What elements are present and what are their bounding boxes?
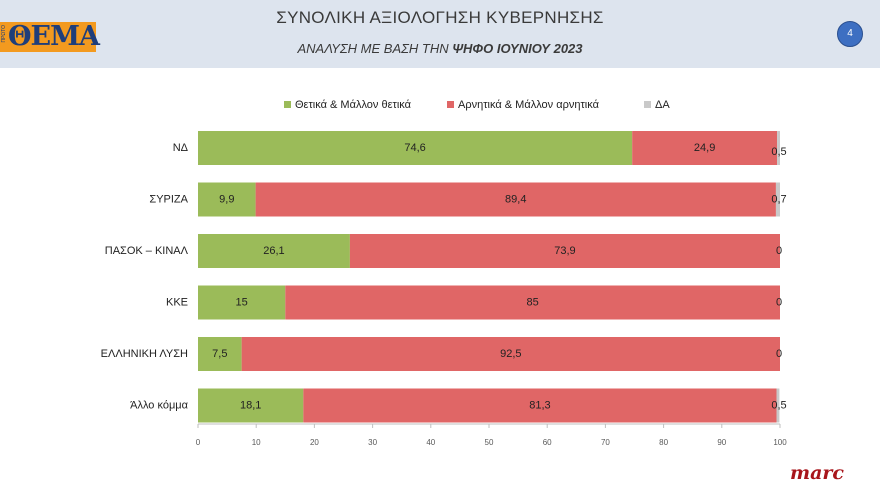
data-label: 0,5 bbox=[771, 399, 786, 411]
data-label: 74,6 bbox=[404, 142, 425, 154]
legend-label: Θετικά & Μάλλον θετικά bbox=[295, 99, 412, 111]
x-tick-label: 30 bbox=[368, 438, 377, 447]
x-tick-label: 50 bbox=[485, 438, 494, 447]
data-label: 18,1 bbox=[240, 399, 261, 411]
category-label: ΚΚΕ bbox=[166, 296, 188, 308]
logo: ΠΡΩΤΟ ΘΕΜΑ bbox=[0, 21, 100, 52]
x-tick-label: 10 bbox=[252, 438, 261, 447]
brand-logo: marc bbox=[790, 462, 844, 484]
category-label: ΝΔ bbox=[173, 142, 189, 154]
bar-segment bbox=[198, 234, 350, 268]
data-label: 9,9 bbox=[219, 193, 234, 205]
bar-segment bbox=[632, 131, 778, 165]
bar-segment bbox=[349, 234, 780, 268]
x-tick-label: 70 bbox=[601, 438, 610, 447]
data-label: 89,4 bbox=[505, 193, 526, 205]
category-label: ΠΑΣΟΚ – ΚΙΝΑΛ bbox=[105, 245, 189, 257]
subtitle-bold: ΨΗΦΟ ΙΟΥΝΙΟΥ 2023 bbox=[452, 41, 583, 56]
data-label: 81,3 bbox=[529, 399, 550, 411]
legend-swatch bbox=[284, 101, 291, 108]
bar-segment bbox=[777, 131, 780, 165]
bar-segment bbox=[776, 388, 780, 423]
bar-segment bbox=[775, 182, 780, 217]
x-tick-label: 40 bbox=[426, 438, 435, 447]
data-label: 15 bbox=[236, 296, 248, 308]
legend-label: ΔΑ bbox=[655, 99, 670, 111]
bar-segment bbox=[198, 337, 242, 371]
category-label: Άλλο κόμμα bbox=[130, 399, 189, 411]
bar-segment bbox=[303, 388, 777, 423]
category-label: ΕΛΛΗΝΙΚΗ ΛΥΣΗ bbox=[101, 348, 188, 360]
data-label: 24,9 bbox=[694, 142, 715, 154]
subtitle-prefix: ΑΝΑΛΥΣΗ ΜΕ ΒΑΣΗ ΤΗΝ bbox=[297, 41, 453, 56]
x-tick-label: 90 bbox=[717, 438, 726, 447]
data-label: 26,1 bbox=[263, 245, 284, 257]
page-number-badge: 4 bbox=[837, 21, 863, 47]
page-subtitle: ΑΝΑΛΥΣΗ ΜΕ ΒΑΣΗ ΤΗΝ ΨΗΦΟ ΙΟΥΝΙΟΥ 2023 bbox=[0, 41, 880, 56]
bar-segment bbox=[285, 285, 780, 320]
x-tick-label: 20 bbox=[310, 438, 319, 447]
bar-segment bbox=[198, 285, 286, 320]
data-label: 92,5 bbox=[500, 348, 521, 360]
header-band: ΠΡΩΤΟ ΘΕΜΑ ΣΥΝΟΛΙΚΗ ΑΞΙΟΛΟΓΗΣΗ ΚΥΒΕΡΝΗΣΗ… bbox=[0, 0, 880, 68]
data-label: 0,7 bbox=[771, 193, 786, 205]
bar-segment bbox=[198, 388, 304, 423]
data-label: 0,5 bbox=[771, 146, 786, 158]
bar-segment bbox=[198, 182, 256, 217]
data-label: 0 bbox=[776, 348, 782, 360]
bar-segment bbox=[198, 131, 633, 165]
logo-text: ΘΕΜΑ bbox=[8, 21, 100, 52]
category-label: ΣΥΡΙΖΑ bbox=[149, 193, 188, 205]
data-label: 0 bbox=[776, 296, 782, 308]
legend-label: Αρνητικά & Μάλλον αρνητικά bbox=[458, 99, 600, 111]
x-tick-label: 60 bbox=[543, 438, 552, 447]
bar-segment bbox=[241, 337, 780, 371]
x-tick-label: 80 bbox=[659, 438, 668, 447]
x-tick-label: 0 bbox=[196, 438, 201, 447]
legend-swatch bbox=[644, 101, 651, 108]
data-label: 85 bbox=[527, 296, 539, 308]
data-label: 7,5 bbox=[212, 348, 227, 360]
data-label: 73,9 bbox=[554, 245, 575, 257]
bar-segment bbox=[255, 182, 776, 217]
page-title: ΣΥΝΟΛΙΚΗ ΑΞΙΟΛΟΓΗΣΗ ΚΥΒΕΡΝΗΣΗΣ bbox=[276, 8, 604, 27]
x-tick-label: 100 bbox=[773, 438, 787, 447]
data-label: 0 bbox=[776, 245, 782, 257]
legend-swatch bbox=[447, 101, 454, 108]
